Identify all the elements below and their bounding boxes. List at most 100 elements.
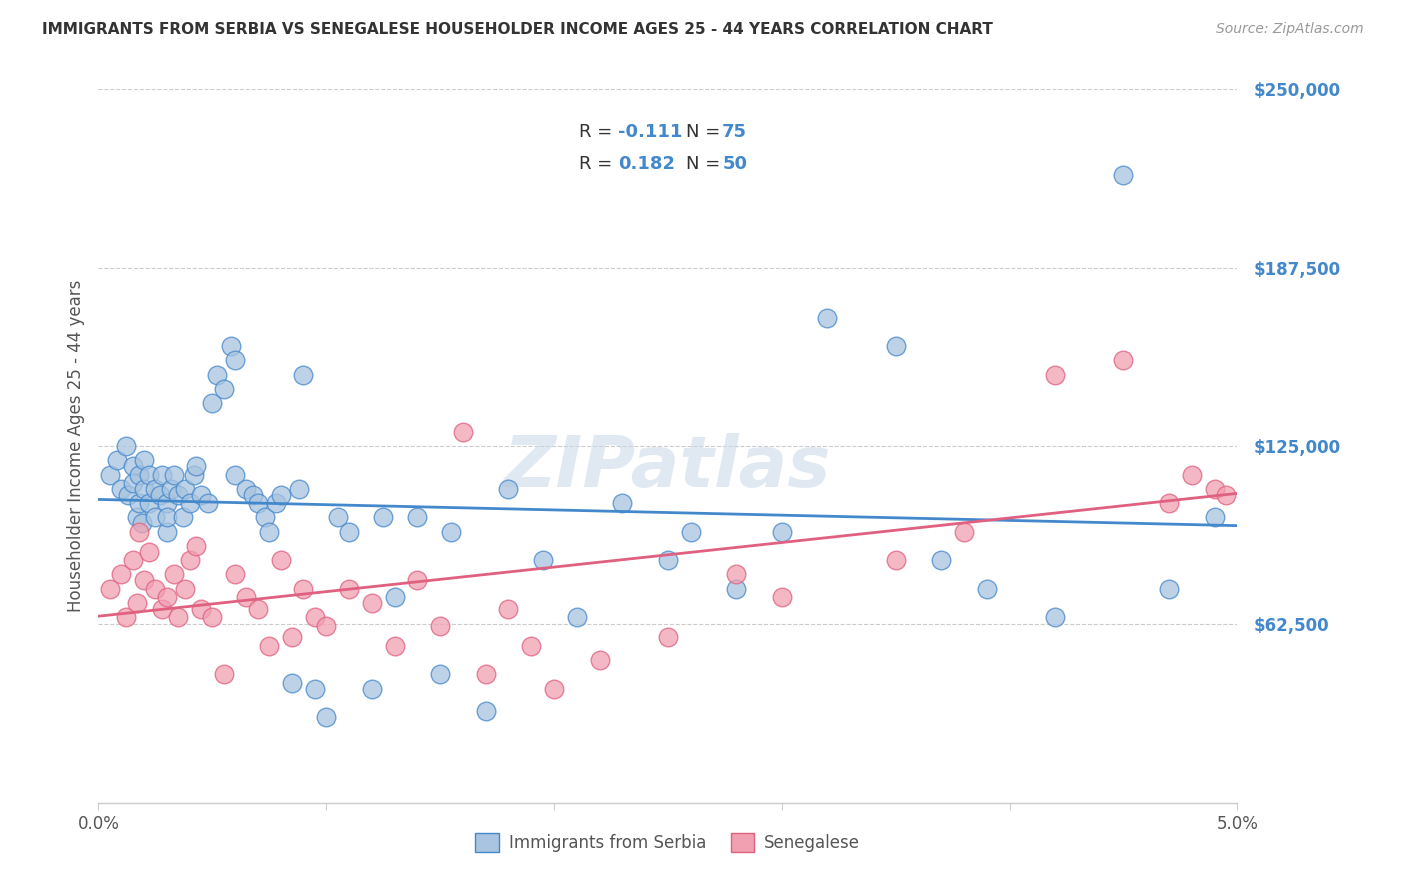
- Point: [1204, 510, 1226, 524]
- Text: 50: 50: [723, 155, 747, 173]
- Point: [474, 667, 496, 681]
- Point: [292, 368, 315, 382]
- Point: [98, 582, 121, 596]
- Point: [498, 601, 520, 615]
- Point: [186, 539, 208, 553]
- Point: [1157, 582, 1180, 596]
- Point: [162, 567, 184, 582]
- Point: [156, 496, 179, 510]
- Point: [242, 487, 264, 501]
- Point: [197, 496, 219, 510]
- Point: [281, 630, 304, 644]
- Point: [304, 681, 326, 696]
- Point: [315, 710, 337, 724]
- Point: [114, 610, 136, 624]
- Point: [156, 510, 179, 524]
- Text: R =: R =: [579, 123, 617, 142]
- Point: [360, 596, 382, 610]
- Y-axis label: Householder Income Ages 25 - 44 years: Householder Income Ages 25 - 44 years: [66, 280, 84, 612]
- Text: 0.182: 0.182: [619, 155, 675, 173]
- Point: [190, 487, 212, 501]
- Point: [264, 496, 287, 510]
- Point: [884, 553, 907, 567]
- Point: [160, 482, 183, 496]
- Text: -0.111: -0.111: [619, 123, 682, 142]
- Point: [110, 567, 132, 582]
- Point: [201, 396, 224, 410]
- Point: [127, 510, 149, 524]
- Point: [149, 487, 172, 501]
- Point: [145, 482, 167, 496]
- Point: [98, 467, 121, 482]
- Point: [371, 510, 394, 524]
- Point: [174, 582, 197, 596]
- Point: [138, 496, 160, 510]
- Point: [270, 553, 292, 567]
- Point: [406, 573, 429, 587]
- Point: [531, 553, 554, 567]
- Point: [612, 496, 634, 510]
- Point: [224, 567, 246, 582]
- Point: [929, 553, 952, 567]
- Point: [212, 382, 235, 396]
- Point: [976, 582, 998, 596]
- Point: [186, 458, 208, 473]
- Point: [770, 524, 793, 539]
- Text: N =: N =: [686, 123, 725, 142]
- Text: R =: R =: [579, 155, 617, 173]
- Point: [429, 667, 451, 681]
- Point: [145, 510, 167, 524]
- Point: [190, 601, 212, 615]
- Point: [326, 510, 349, 524]
- Point: [138, 467, 160, 482]
- Text: ZIPatlas: ZIPatlas: [505, 433, 831, 502]
- Point: [131, 516, 153, 530]
- Text: 75: 75: [723, 123, 747, 142]
- Point: [224, 467, 246, 482]
- Point: [1112, 168, 1135, 182]
- Point: [201, 610, 224, 624]
- Point: [360, 681, 382, 696]
- Point: [128, 467, 150, 482]
- Text: N =: N =: [686, 155, 725, 173]
- Point: [132, 482, 155, 496]
- Point: [498, 482, 520, 496]
- Point: [128, 496, 150, 510]
- Point: [156, 591, 179, 605]
- Point: [179, 496, 201, 510]
- Point: [145, 582, 167, 596]
- Text: IMMIGRANTS FROM SERBIA VS SENEGALESE HOUSEHOLDER INCOME AGES 25 - 44 YEARS CORRE: IMMIGRANTS FROM SERBIA VS SENEGALESE HOU…: [42, 22, 993, 37]
- Point: [167, 487, 190, 501]
- Point: [121, 553, 143, 567]
- Point: [150, 467, 173, 482]
- Point: [304, 610, 326, 624]
- Point: [384, 639, 406, 653]
- Point: [1043, 368, 1066, 382]
- Point: [105, 453, 128, 467]
- Point: [246, 601, 269, 615]
- Point: [270, 487, 292, 501]
- Point: [815, 310, 838, 325]
- Point: [1043, 610, 1066, 624]
- Point: [770, 591, 793, 605]
- Point: [451, 425, 474, 439]
- Point: [657, 630, 679, 644]
- Legend: Immigrants from Serbia, Senegalese: Immigrants from Serbia, Senegalese: [468, 826, 868, 859]
- Point: [440, 524, 463, 539]
- Point: [150, 601, 173, 615]
- Point: [953, 524, 976, 539]
- Point: [205, 368, 228, 382]
- Point: [565, 610, 588, 624]
- Point: [337, 582, 360, 596]
- Point: [679, 524, 702, 539]
- Point: [1215, 487, 1237, 501]
- Point: [246, 496, 269, 510]
- Point: [1204, 482, 1226, 496]
- Point: [337, 524, 360, 539]
- Point: [520, 639, 543, 653]
- Point: [172, 510, 194, 524]
- Point: [132, 573, 155, 587]
- Point: [174, 482, 197, 496]
- Point: [1157, 496, 1180, 510]
- Point: [384, 591, 406, 605]
